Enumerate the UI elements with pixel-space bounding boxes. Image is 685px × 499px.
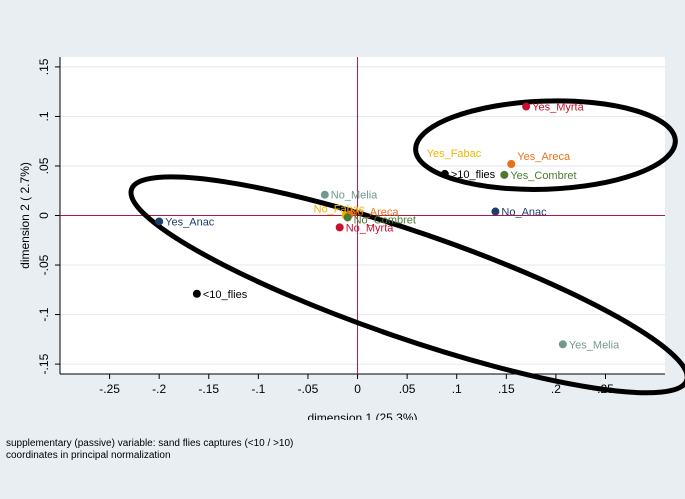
point-No_Combret: [343, 213, 352, 222]
point-label: No_Combret: [354, 214, 416, 226]
point-label: No_Melia: [331, 190, 378, 202]
x-tick-label: -.2: [152, 382, 166, 396]
x-axis-title: dimension 1 (25.3%): [307, 411, 417, 420]
point-Yes_Myrta: [522, 102, 531, 111]
x-tick-label: .2: [551, 382, 561, 396]
x-tick-label: -.1: [251, 382, 265, 396]
y-tick-label: .15: [37, 58, 51, 75]
point-label: Yes_Melia: [569, 339, 620, 351]
point-Yes_Areca: [507, 159, 516, 168]
point-label: Yes_Fabac: [427, 148, 482, 160]
point-Yes_Anac: [155, 217, 164, 226]
y-axis-title: dimension 2 ( 2.7%): [18, 162, 32, 269]
point-Yes_Melia: [558, 340, 567, 349]
footnote-line-2: coordinates in principal normalization: [6, 450, 171, 461]
point-label: <10_flies: [203, 289, 248, 301]
point-No_Myrta: [335, 223, 344, 232]
y-tick-label: 0: [37, 212, 51, 219]
x-tick-label: .15: [498, 382, 515, 396]
y-tick-label: .05: [37, 157, 51, 174]
scatter-plot: -.15 -.1 -.05 0 .05 .1 .15 -.25 -.2 -.15 -.1 -.05 0.…: [18, 57, 685, 425]
point-label: Yes_Combret: [510, 170, 576, 182]
x-tick-label: -.05: [298, 382, 319, 396]
x-tick-label: -.25: [99, 382, 120, 396]
y-tick-label: -.15: [37, 353, 51, 374]
point-<10_flies: [192, 289, 201, 298]
y-tick-label: -.05: [37, 254, 51, 275]
ellipse-lower-left-cluster: [128, 174, 685, 396]
x-tick-label: -.15: [198, 382, 219, 396]
point-No_Anac: [491, 207, 500, 216]
x-tick-label: .1: [452, 382, 462, 396]
point-Yes_Combret: [500, 170, 509, 179]
point->10_flies: [440, 169, 449, 178]
x-tick-label: 0: [354, 382, 361, 396]
point-label: Yes_Anac: [165, 216, 215, 228]
point-label: No_Anac: [501, 207, 547, 219]
y-tick-label: -.1: [37, 307, 51, 321]
point-label: No_Areca: [350, 207, 400, 219]
point-label: No_Myrta: [346, 222, 395, 234]
footnote-line-1: supplementary (passive) variable: sand f…: [6, 438, 294, 449]
point-No_Melia: [320, 190, 329, 199]
y-tick-label: .1: [37, 111, 51, 121]
point-label: >10_flies: [451, 169, 496, 181]
point-label: Yes_Myrta: [532, 102, 584, 114]
point-label: Yes_Areca: [517, 151, 571, 163]
ellipse-upper-right-cluster: [413, 98, 678, 192]
x-tick-label: .05: [399, 382, 416, 396]
